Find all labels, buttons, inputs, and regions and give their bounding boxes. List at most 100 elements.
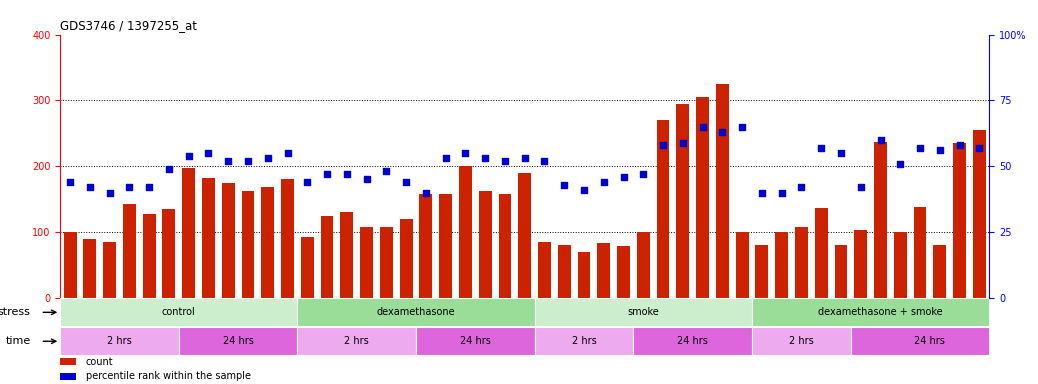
Bar bbox=[321, 215, 333, 298]
Point bbox=[200, 150, 217, 156]
Point bbox=[971, 145, 987, 151]
Bar bbox=[913, 207, 927, 298]
Bar bbox=[538, 242, 551, 298]
Point bbox=[102, 189, 118, 195]
Bar bbox=[60, 298, 298, 326]
Bar bbox=[400, 219, 412, 298]
Point bbox=[793, 184, 810, 190]
Bar bbox=[360, 227, 373, 298]
Point bbox=[181, 152, 197, 159]
Text: 24 hrs: 24 hrs bbox=[677, 336, 708, 346]
Point bbox=[655, 142, 672, 148]
Text: GDS3746 / 1397255_at: GDS3746 / 1397255_at bbox=[60, 19, 197, 32]
Text: time: time bbox=[5, 336, 30, 346]
Bar bbox=[535, 298, 752, 326]
Bar bbox=[835, 245, 847, 298]
Bar bbox=[577, 252, 591, 298]
Point bbox=[141, 184, 158, 190]
Bar bbox=[298, 328, 416, 355]
Point bbox=[358, 176, 375, 182]
Point bbox=[813, 145, 829, 151]
Point bbox=[378, 169, 394, 175]
Point bbox=[832, 150, 849, 156]
Bar bbox=[83, 238, 97, 298]
Point bbox=[576, 187, 593, 193]
Bar bbox=[597, 243, 610, 298]
Bar bbox=[479, 191, 492, 298]
Bar bbox=[281, 179, 294, 298]
Point bbox=[476, 155, 493, 161]
Point bbox=[82, 184, 99, 190]
Bar bbox=[795, 227, 808, 298]
Point bbox=[299, 179, 316, 185]
Bar bbox=[535, 328, 633, 355]
Bar bbox=[953, 143, 966, 298]
Point bbox=[892, 161, 908, 167]
Text: 24 hrs: 24 hrs bbox=[460, 336, 491, 346]
Bar bbox=[60, 372, 77, 380]
Point bbox=[437, 155, 454, 161]
Bar bbox=[63, 232, 77, 298]
Point bbox=[496, 158, 513, 164]
Bar bbox=[973, 130, 986, 298]
Bar bbox=[103, 242, 116, 298]
Text: count: count bbox=[86, 357, 113, 367]
Bar bbox=[775, 232, 788, 298]
Bar bbox=[854, 230, 867, 298]
Bar bbox=[439, 194, 453, 298]
Bar bbox=[933, 245, 947, 298]
Bar bbox=[557, 245, 571, 298]
Bar bbox=[143, 214, 156, 298]
Bar bbox=[815, 208, 827, 298]
Bar bbox=[851, 328, 1009, 355]
Text: stress: stress bbox=[0, 307, 30, 317]
Bar bbox=[874, 142, 886, 298]
Text: dexamethasone + smoke: dexamethasone + smoke bbox=[818, 307, 943, 317]
Point bbox=[161, 166, 177, 172]
Bar bbox=[756, 245, 768, 298]
Text: dexamethasone: dexamethasone bbox=[377, 307, 456, 317]
Bar bbox=[122, 204, 136, 298]
Point bbox=[537, 158, 553, 164]
Point bbox=[931, 147, 948, 154]
Text: percentile rank within the sample: percentile rank within the sample bbox=[86, 371, 251, 381]
Text: 2 hrs: 2 hrs bbox=[789, 336, 814, 346]
Bar bbox=[183, 168, 195, 298]
Bar bbox=[894, 232, 906, 298]
Bar bbox=[637, 232, 650, 298]
Point bbox=[694, 124, 711, 130]
Point bbox=[517, 155, 534, 161]
Bar bbox=[752, 298, 1009, 326]
Bar bbox=[459, 166, 472, 298]
Point bbox=[773, 189, 790, 195]
Point bbox=[872, 137, 889, 143]
Bar bbox=[60, 358, 77, 366]
Point bbox=[279, 150, 296, 156]
Point bbox=[556, 182, 573, 188]
Point bbox=[240, 158, 256, 164]
Bar bbox=[419, 194, 432, 298]
Bar bbox=[633, 328, 752, 355]
Point bbox=[220, 158, 237, 164]
Bar bbox=[752, 328, 851, 355]
Bar bbox=[179, 328, 298, 355]
Point bbox=[596, 179, 612, 185]
Point bbox=[951, 142, 967, 148]
Bar bbox=[242, 190, 254, 298]
Bar bbox=[340, 212, 353, 298]
Point bbox=[616, 174, 632, 180]
Bar bbox=[60, 328, 179, 355]
Text: 2 hrs: 2 hrs bbox=[572, 336, 597, 346]
Point bbox=[635, 171, 652, 177]
Point bbox=[319, 171, 335, 177]
Bar bbox=[298, 298, 535, 326]
Point bbox=[457, 150, 473, 156]
Text: 24 hrs: 24 hrs bbox=[914, 336, 946, 346]
Text: 2 hrs: 2 hrs bbox=[107, 336, 132, 346]
Bar bbox=[222, 183, 235, 298]
Point bbox=[398, 179, 414, 185]
Point bbox=[754, 189, 770, 195]
Point bbox=[734, 124, 750, 130]
Point bbox=[417, 189, 434, 195]
Point bbox=[121, 184, 138, 190]
